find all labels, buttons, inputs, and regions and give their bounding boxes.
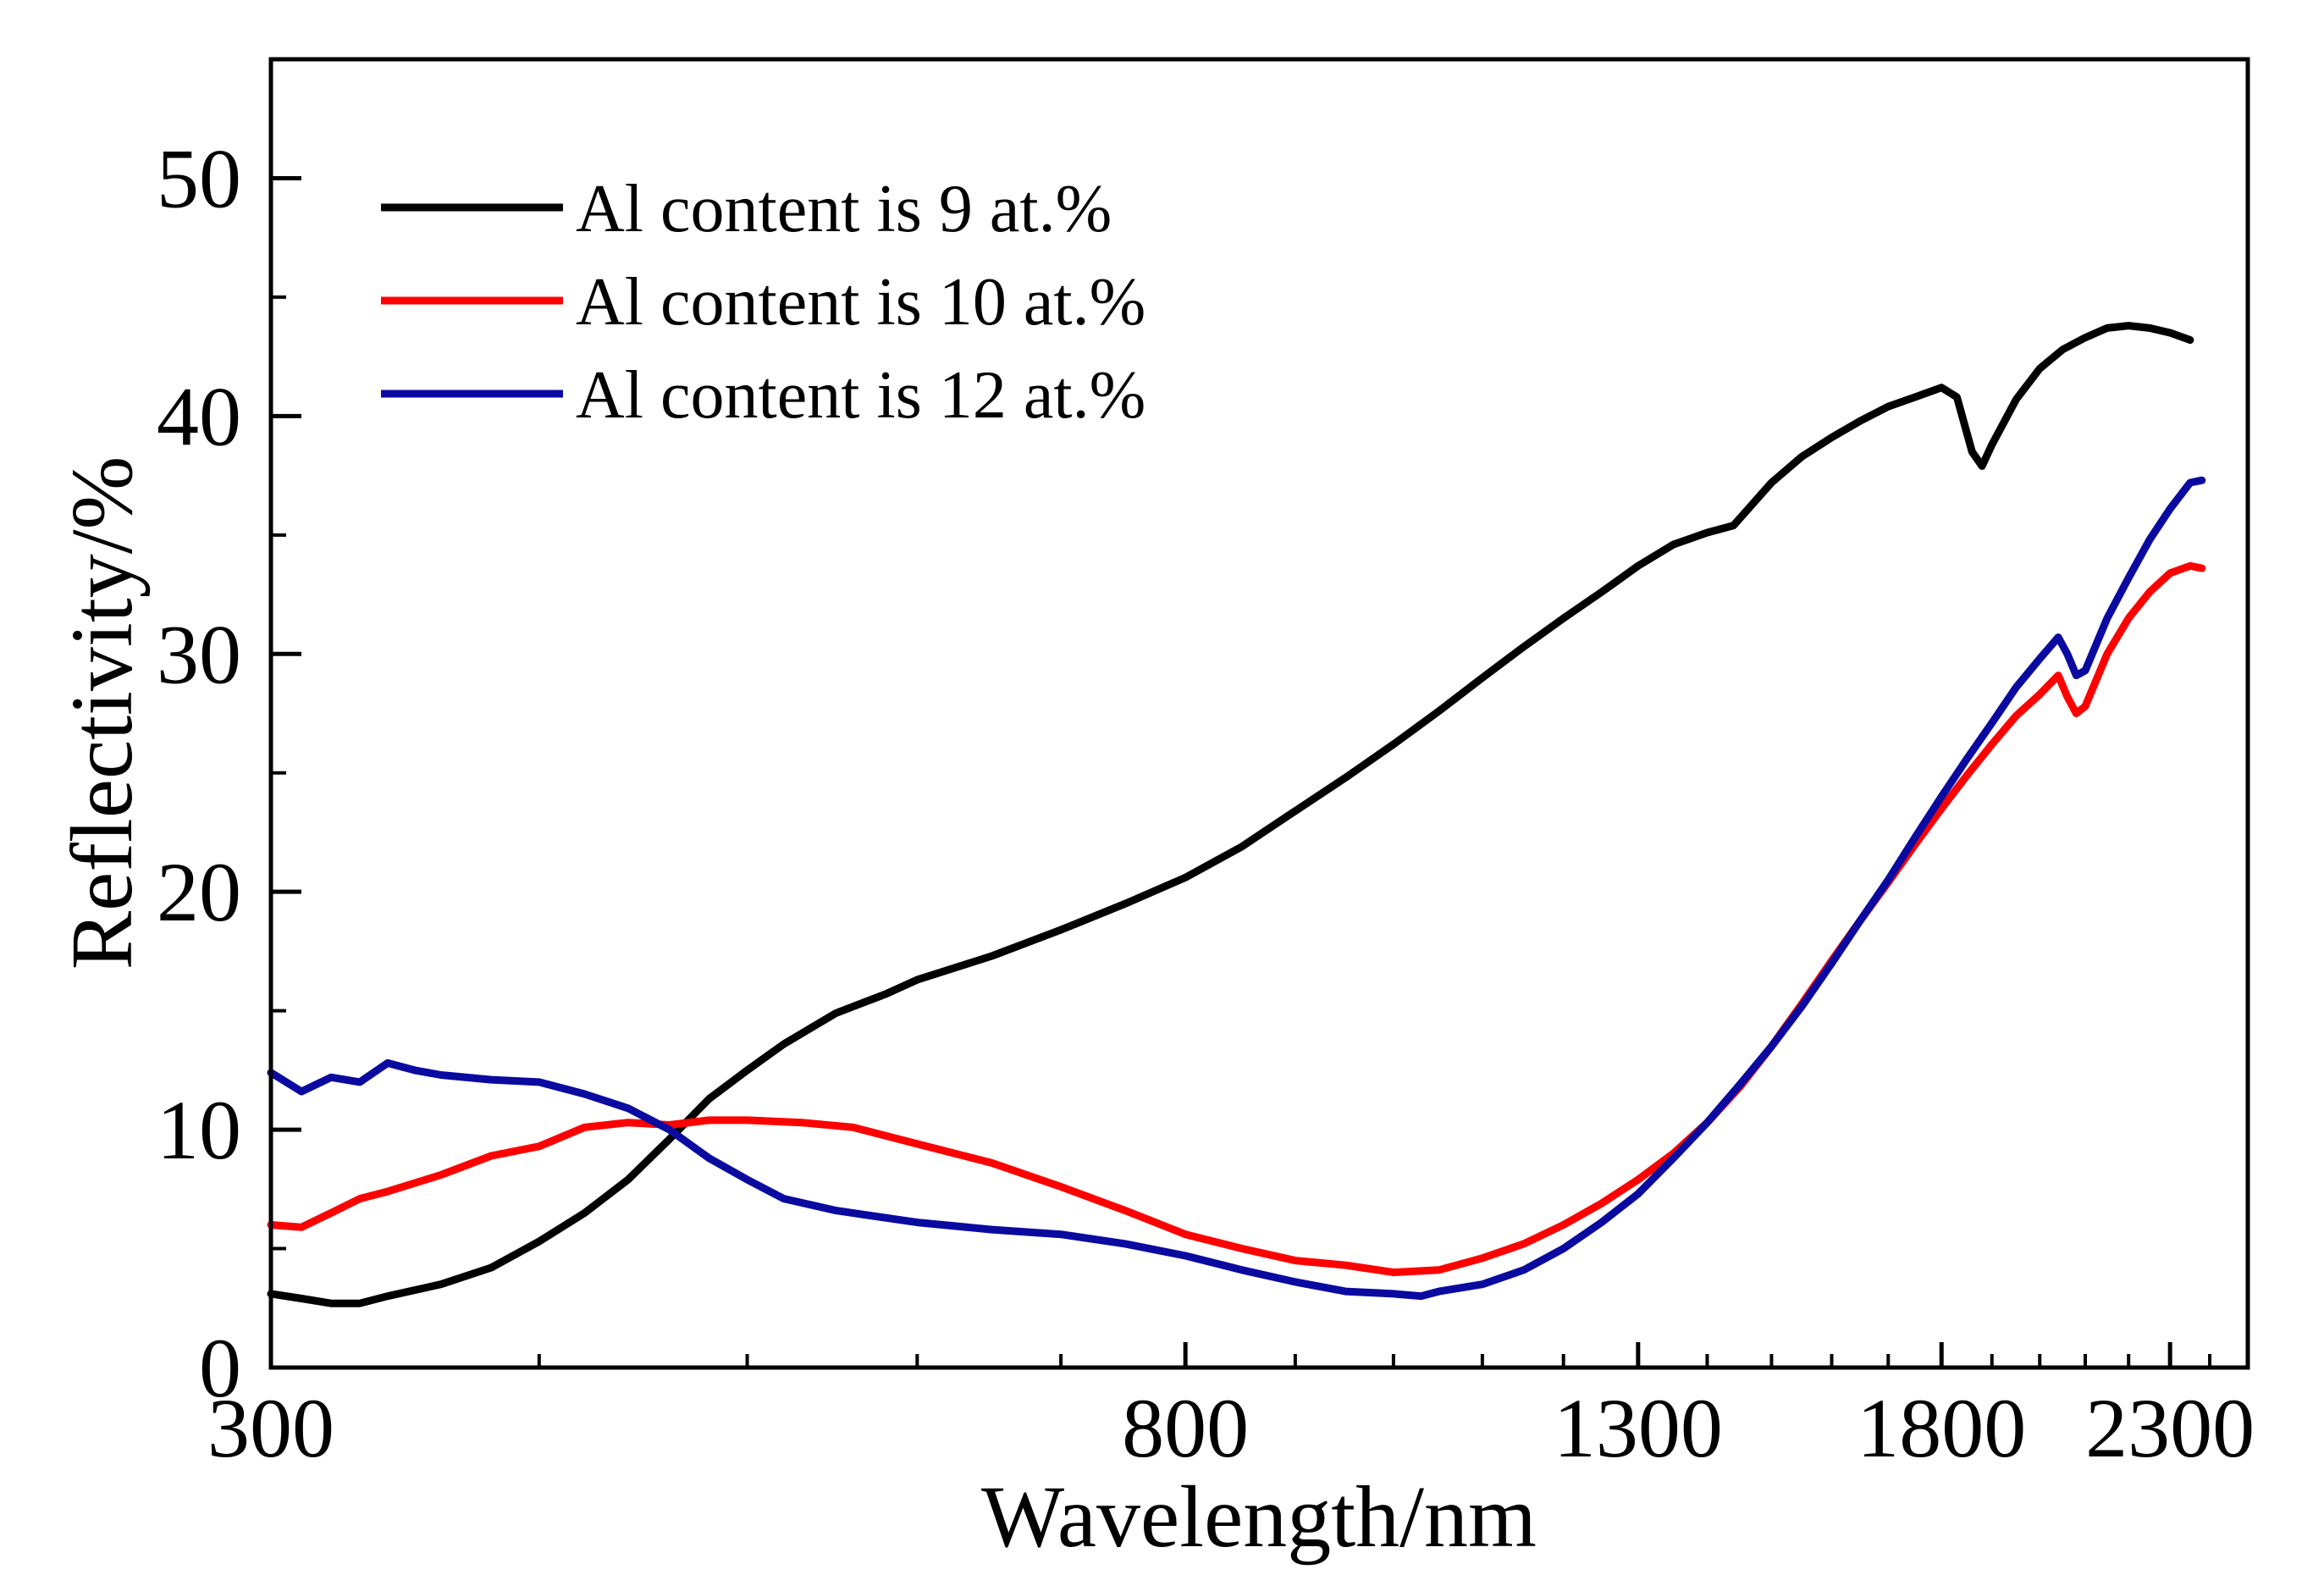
series-layer (267, 322, 2206, 1307)
y-tick-label: 40 (157, 369, 241, 463)
y-axis-title: Reflectivity/% (53, 456, 151, 970)
series-line-1 (267, 322, 2194, 1307)
plot-frame (268, 57, 2250, 1370)
y-tick-label: 50 (157, 131, 241, 225)
x-tick-label: 1800 (1857, 1381, 2026, 1475)
series-line-2 (267, 561, 2206, 1277)
x-axis-title: Wavelength/nm (981, 1468, 1537, 1566)
x-axis-ticks: 300 800 1300 1800 2300 (207, 1342, 2255, 1475)
y-axis-ticks: 0 10 20 30 40 50 (157, 131, 301, 1415)
x-tick-label: 300 (207, 1381, 334, 1475)
legend-label-3: Al content is 12 at.% (576, 358, 1145, 433)
legend-label-2: Al content is 10 at.% (576, 265, 1145, 340)
x-tick-label: 800 (1122, 1381, 1249, 1475)
y-tick-label: 30 (157, 607, 241, 701)
y-tick-label: 20 (157, 845, 241, 939)
legend: Al content is 9 at.% Al content is 10 at.… (381, 172, 1145, 433)
x-tick-label: 2300 (2085, 1381, 2255, 1475)
legend-label-1: Al content is 9 at.% (576, 172, 1112, 246)
y-tick-label: 0 (199, 1321, 241, 1415)
series-line-3 (267, 476, 2206, 1301)
x-tick-label: 1300 (1554, 1381, 1723, 1475)
y-tick-label: 10 (157, 1083, 241, 1177)
